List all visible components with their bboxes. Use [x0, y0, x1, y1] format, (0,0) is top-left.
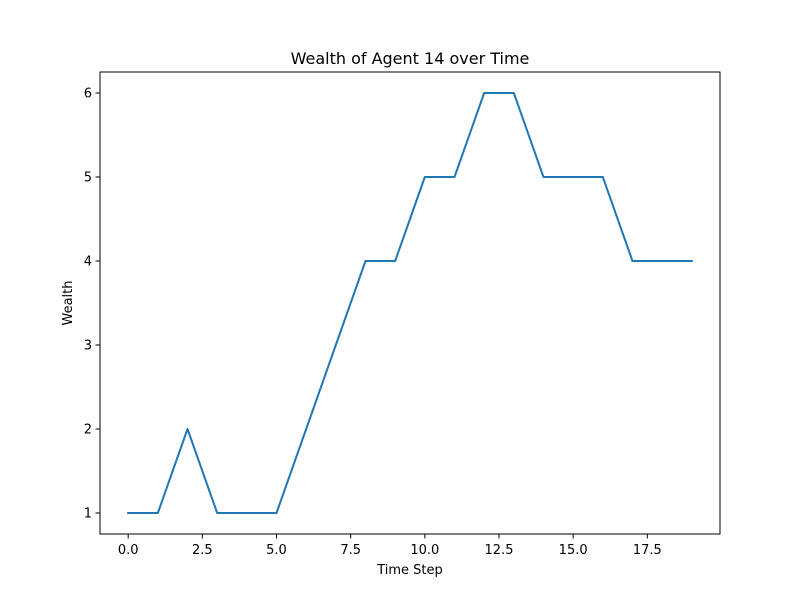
x-tick-label: 0.0 [118, 543, 139, 558]
series-line [127, 92, 693, 514]
plot-area [100, 72, 720, 534]
y-tick-label: 5 [84, 171, 92, 186]
y-tick-label: 2 [84, 423, 92, 438]
x-tick-label: 17.5 [633, 543, 662, 558]
y-tick-label: 4 [84, 255, 92, 270]
x-axis-label: Time Step [376, 563, 443, 578]
x-axis-ticks: 0.0 2.5 5.0 7.5 10.0 12.5 15.0 17.5 [118, 534, 662, 558]
chart-title: Wealth of Agent 14 over Time [291, 49, 530, 68]
y-tick-label: 3 [84, 339, 92, 354]
y-axis-ticks: 1 2 3 4 5 6 [84, 87, 100, 522]
x-tick-label: 5.0 [266, 543, 287, 558]
x-tick-label: 15.0 [559, 543, 588, 558]
series-layer [127, 92, 693, 514]
x-tick-label: 10.0 [410, 543, 439, 558]
plot-frame [99, 71, 721, 535]
x-tick-label: 2.5 [192, 543, 213, 558]
y-axis-label: Wealth [61, 280, 76, 325]
x-tick-label: 12.5 [485, 543, 514, 558]
y-tick-label: 6 [84, 87, 92, 102]
x-tick-label: 7.5 [340, 543, 361, 558]
y-tick-label: 1 [84, 507, 92, 522]
